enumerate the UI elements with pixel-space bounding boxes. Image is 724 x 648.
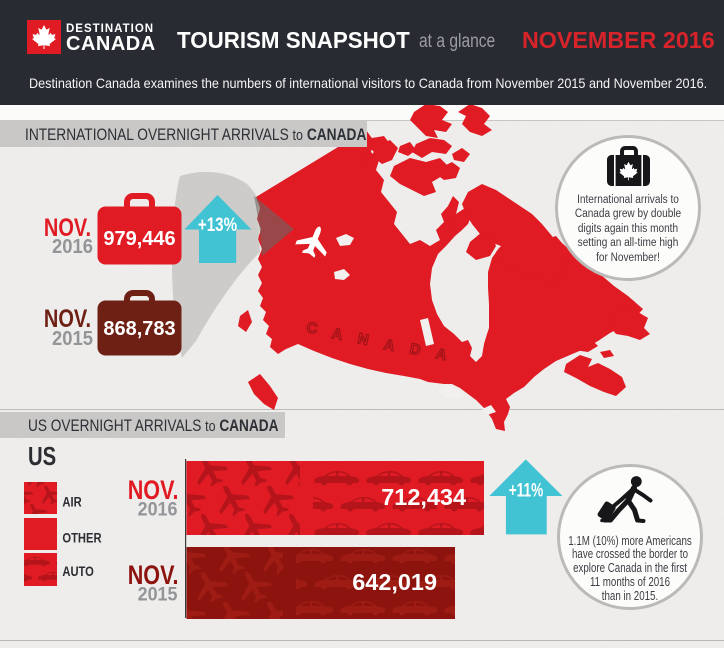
svg-text:AIR: AIR: [62, 494, 81, 509]
svg-text:979,446: 979,446: [103, 228, 175, 250]
svg-text:D: D: [408, 340, 422, 359]
svg-text:NOV.: NOV.: [128, 476, 179, 506]
svg-text:C: C: [305, 319, 319, 338]
svg-text:A: A: [330, 325, 344, 344]
svg-text:AUTO: AUTO: [62, 564, 94, 579]
svg-text:+11%: +11%: [509, 479, 544, 501]
svg-text:868,783: 868,783: [103, 318, 175, 340]
svg-text:A: A: [382, 336, 396, 355]
svg-text:OTHER: OTHER: [62, 530, 101, 545]
svg-text:A: A: [434, 345, 448, 364]
svg-text:642,019: 642,019: [352, 569, 437, 595]
svg-text:2016: 2016: [138, 498, 178, 520]
svg-text:712,434: 712,434: [381, 484, 466, 510]
svg-text:NOV.: NOV.: [128, 561, 179, 591]
svg-text:N: N: [356, 330, 370, 349]
svg-text:2015: 2015: [138, 583, 178, 605]
svg-text:+13%: +13%: [198, 213, 237, 235]
